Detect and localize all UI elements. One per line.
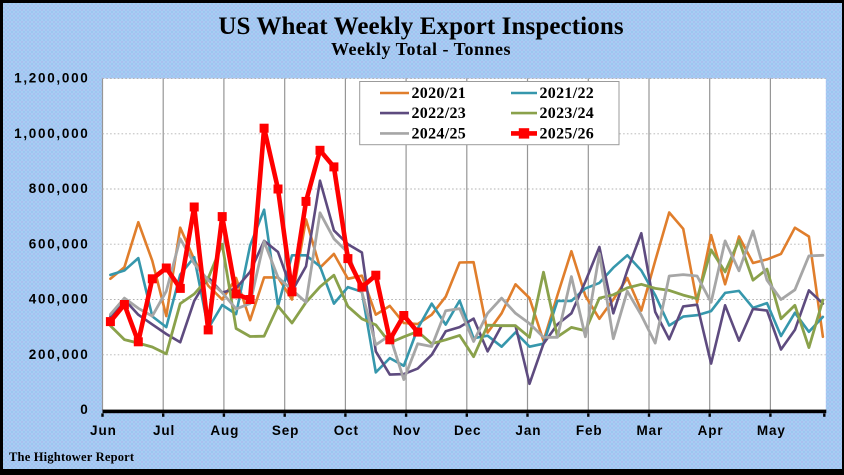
svg-text:200,000: 200,000 xyxy=(29,347,90,362)
svg-text:Oct: Oct xyxy=(334,423,359,438)
svg-text:May: May xyxy=(757,423,786,438)
svg-text:Apr: Apr xyxy=(698,423,724,438)
svg-text:2023/24: 2023/24 xyxy=(540,105,595,122)
svg-text:Aug: Aug xyxy=(210,423,239,438)
svg-text:0: 0 xyxy=(80,402,89,417)
svg-text:Jul: Jul xyxy=(153,423,175,438)
svg-text:1,000,000: 1,000,000 xyxy=(14,126,89,141)
svg-text:400,000: 400,000 xyxy=(29,292,90,307)
svg-text:2022/23: 2022/23 xyxy=(412,105,467,122)
svg-text:2020/21: 2020/21 xyxy=(412,85,467,102)
svg-text:2024/25: 2024/25 xyxy=(412,125,467,142)
svg-text:Dec: Dec xyxy=(454,423,481,438)
svg-text:2021/22: 2021/22 xyxy=(540,85,595,102)
svg-text:Jan: Jan xyxy=(515,423,541,438)
svg-text:800,000: 800,000 xyxy=(29,181,90,196)
svg-text:Mar: Mar xyxy=(637,423,664,438)
svg-text:600,000: 600,000 xyxy=(29,236,90,251)
svg-text:Nov: Nov xyxy=(393,423,421,438)
svg-text:Sep: Sep xyxy=(272,423,299,438)
svg-text:Feb: Feb xyxy=(576,423,603,438)
svg-text:Jun: Jun xyxy=(90,423,117,438)
svg-text:1,200,000: 1,200,000 xyxy=(14,71,89,86)
svg-text:2025/26: 2025/26 xyxy=(540,125,595,142)
